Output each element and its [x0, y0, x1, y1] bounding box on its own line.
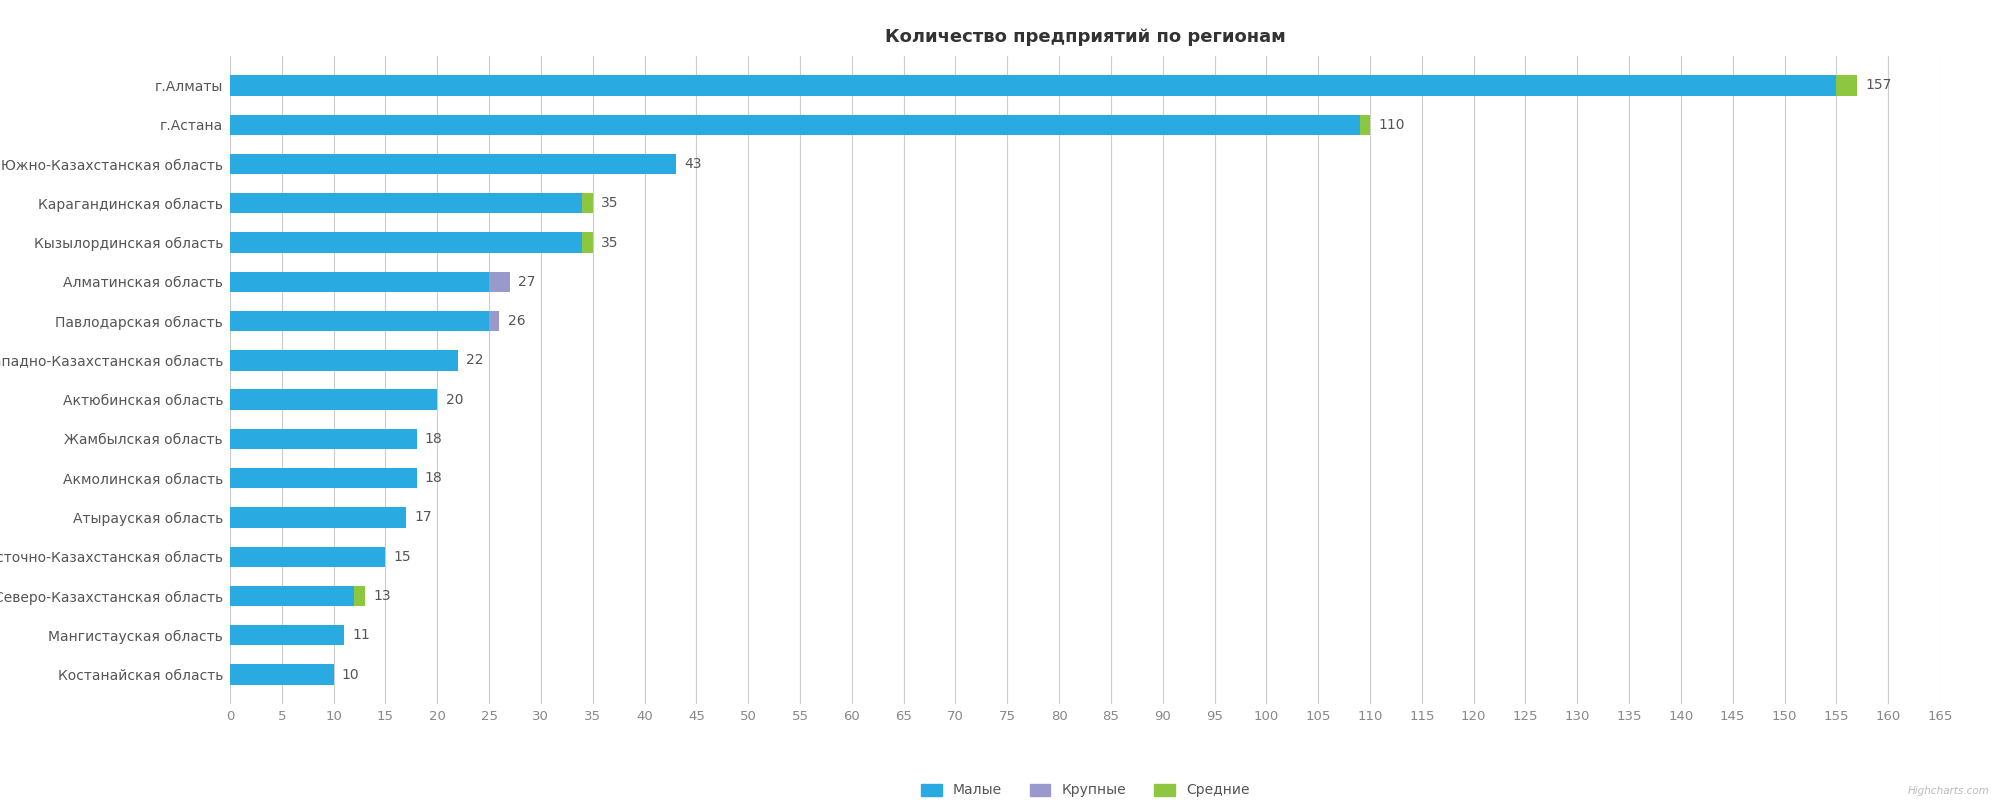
Bar — [230, 232, 582, 253]
Bar — [230, 586, 354, 606]
Text: 13: 13 — [374, 589, 390, 603]
Text: 110: 110 — [1378, 118, 1404, 132]
Bar — [230, 625, 344, 646]
Title: Количество предприятий по регионам: Количество предприятий по регионам — [884, 28, 1286, 46]
Text: 15: 15 — [394, 550, 412, 564]
Bar — [230, 390, 438, 410]
Bar — [1360, 114, 1370, 135]
Text: 17: 17 — [414, 510, 432, 525]
Bar — [490, 311, 500, 331]
Bar — [582, 193, 592, 214]
Legend: Малые, Крупные, Средние: Малые, Крупные, Средние — [920, 783, 1250, 798]
Bar — [230, 75, 1836, 96]
Bar — [230, 154, 676, 174]
Text: 35: 35 — [602, 196, 618, 210]
Bar — [230, 468, 416, 488]
Bar — [490, 272, 510, 292]
Bar — [230, 664, 334, 685]
Bar — [230, 429, 416, 449]
Bar — [230, 193, 582, 214]
Bar — [582, 232, 592, 253]
Text: 27: 27 — [518, 275, 536, 289]
Bar — [230, 114, 1360, 135]
Text: 18: 18 — [424, 432, 442, 446]
Bar — [230, 350, 458, 370]
Text: 22: 22 — [466, 354, 484, 367]
Bar — [230, 507, 406, 528]
Bar — [230, 311, 490, 331]
Text: 35: 35 — [602, 235, 618, 250]
Bar — [230, 546, 386, 567]
Bar — [1836, 75, 1858, 96]
Text: 20: 20 — [446, 393, 464, 406]
Text: 43: 43 — [684, 157, 702, 171]
Text: 26: 26 — [508, 314, 526, 328]
Text: 11: 11 — [352, 628, 370, 642]
Bar — [354, 586, 364, 606]
Text: 10: 10 — [342, 667, 360, 682]
Text: 157: 157 — [1866, 78, 1892, 93]
Text: 18: 18 — [424, 471, 442, 485]
Text: Highcharts.com: Highcharts.com — [1908, 786, 1990, 796]
Bar — [230, 272, 490, 292]
